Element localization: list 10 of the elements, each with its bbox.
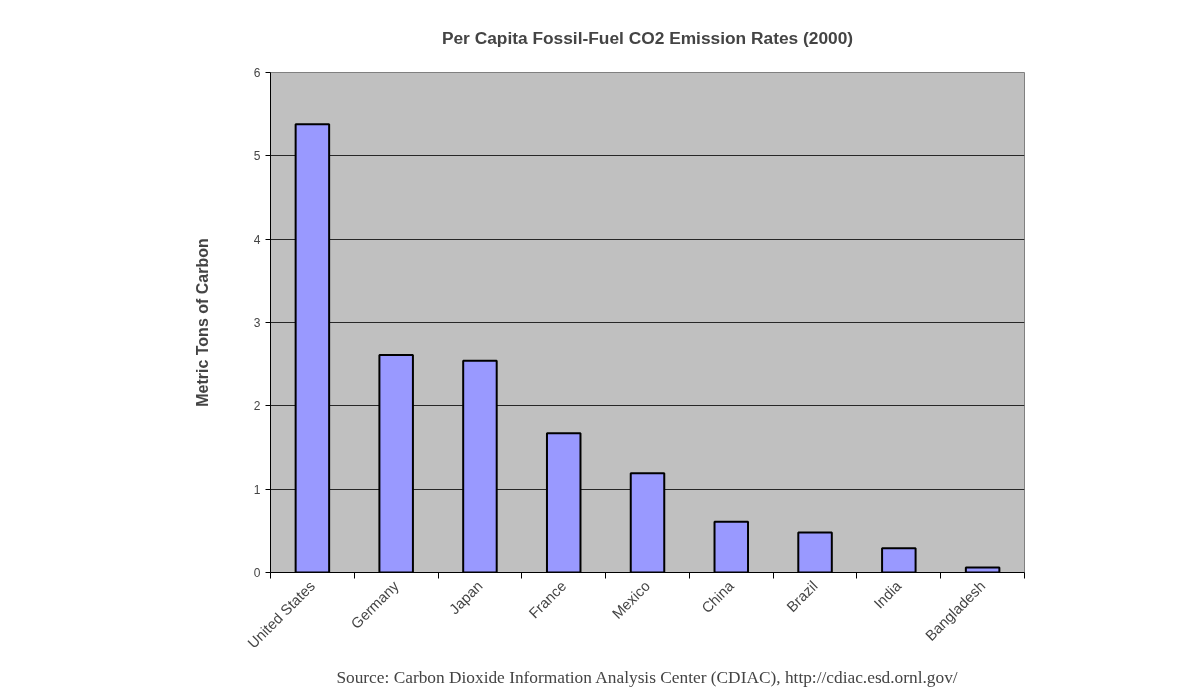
y-tick-label: 0 xyxy=(253,566,261,580)
y-tick-label: 2 xyxy=(253,399,261,414)
y-tick-label: 1 xyxy=(253,482,261,497)
y-tick-label: 5 xyxy=(253,149,261,164)
y-tick-label: 6 xyxy=(253,66,261,80)
y-tick-label: 3 xyxy=(253,316,261,330)
chart-title: Per Capita Fossil-Fuel CO2 Emission Rates (2000) xyxy=(441,27,854,48)
y-axis-title: Metric Tons of Carbon xyxy=(193,238,211,407)
source-note: Source: Carbon Dioxide Information Analysis Center (CDIAC), http://cdiac.esd.ornl.gov/ xyxy=(336,667,958,687)
y-tick-label: 4 xyxy=(253,232,261,247)
